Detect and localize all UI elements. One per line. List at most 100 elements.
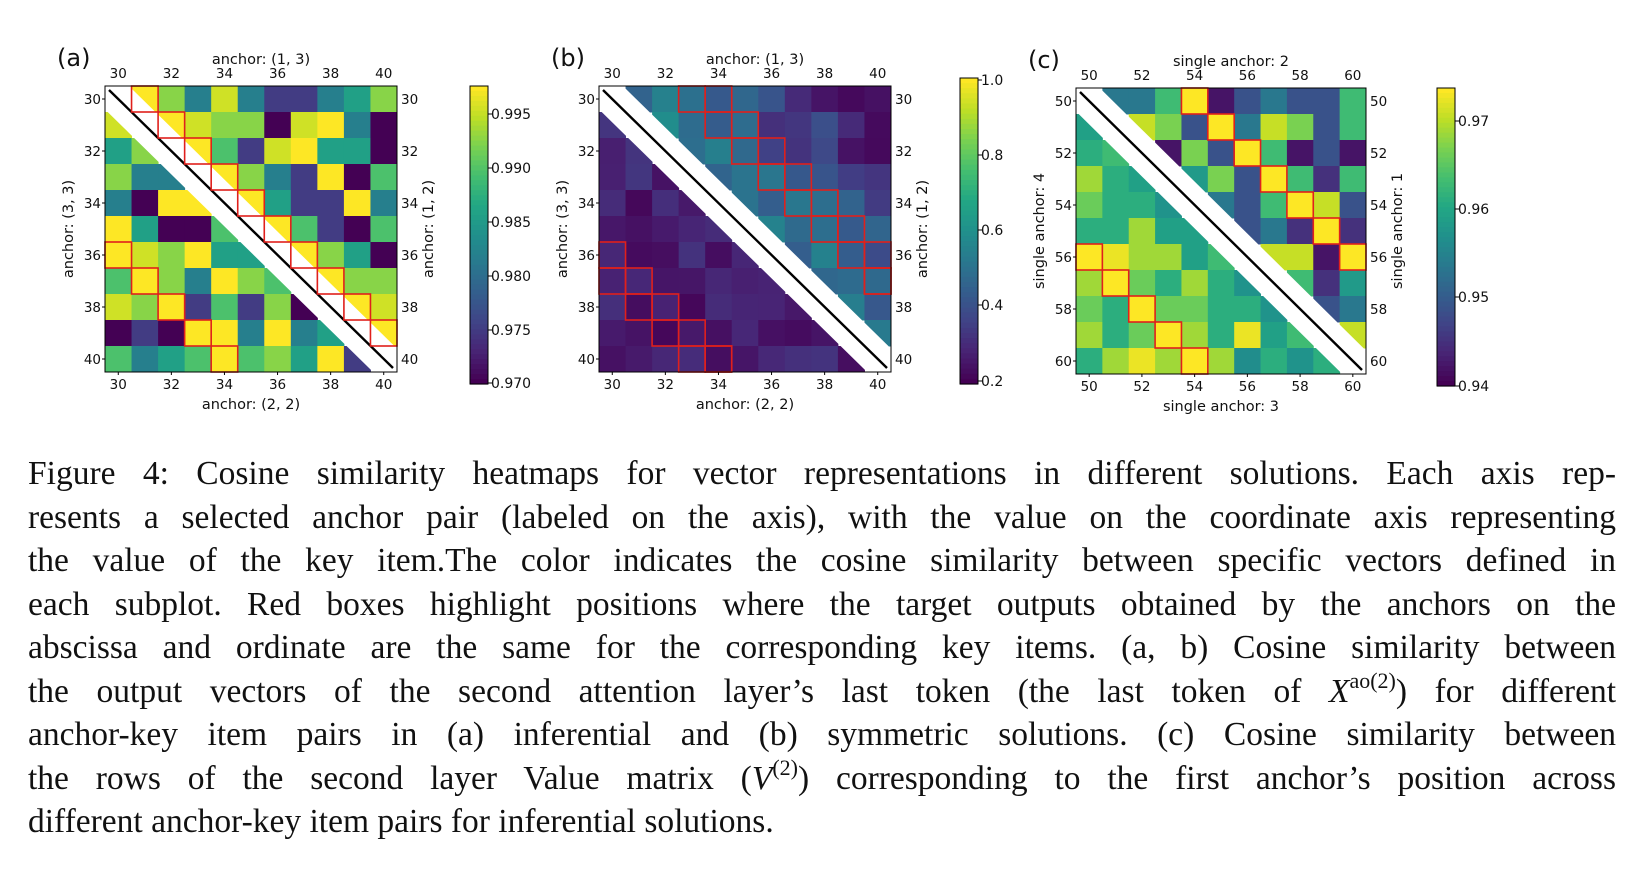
colorbar-segment: [1437, 256, 1455, 263]
heatmap-cell: [1128, 296, 1156, 323]
heatmap-cell: [1207, 166, 1235, 193]
heatmap-cell: [1181, 140, 1209, 167]
colorbar-segment: [470, 304, 488, 311]
caption-text-8b: ) corresponding to the first anchor’s po…: [797, 759, 1616, 797]
heatmap-cell: [864, 86, 892, 113]
colorbar-segment: [470, 110, 488, 117]
colorbar-segment: [960, 149, 978, 156]
colorbar-segment: [960, 205, 978, 212]
heatmap-cell: [105, 268, 133, 295]
heatmap-cell: [678, 294, 706, 321]
colorbar-segment: [470, 279, 488, 286]
heatmap-cell: [811, 346, 839, 373]
heatmap-cell: [1339, 244, 1367, 271]
highlight-boxes: [1075, 87, 1367, 375]
heatmap-cell: [864, 190, 892, 217]
heatmap-cell: [370, 294, 398, 321]
heatmap-cell: [784, 346, 812, 373]
colorbar-segment: [960, 256, 978, 263]
colorbar-segment: [1437, 162, 1455, 169]
colorbar-segment: [1437, 326, 1455, 332]
heatmap-cell: [105, 190, 133, 217]
colorbar-segment: [960, 292, 978, 298]
colorbar-segment: [960, 195, 978, 201]
colorbar-segment: [960, 123, 978, 130]
highlight-box: [130, 267, 159, 295]
tick-bottom: 34: [710, 377, 727, 393]
caption-math-v: V: [751, 759, 773, 797]
heatmap-cell: [811, 138, 839, 165]
tick-right: 34: [895, 196, 912, 212]
axis-label-bottom: anchor: (2, 2): [202, 397, 300, 413]
heatmap-cell: [599, 320, 627, 347]
caption-sup-ao2: ao(2): [1349, 667, 1396, 693]
heatmap-cell: [1286, 166, 1314, 193]
heatmap-cell: [237, 268, 265, 295]
heatmap-cell: [264, 320, 292, 347]
heatmap-cell: [1260, 322, 1288, 349]
colorbar-segment: [960, 225, 978, 232]
heatmap-cell: [105, 138, 133, 165]
tick-top: 52: [1133, 68, 1150, 84]
heatmap-cell: [184, 268, 212, 295]
colorbar-segment: [470, 125, 488, 132]
heatmap-cell: [290, 216, 318, 243]
tick-left: 30: [578, 92, 595, 108]
colorbar-tick-label: 0.8: [981, 148, 1003, 164]
heatmap-cell: [599, 190, 627, 217]
axis-label-left: single anchor: 4: [1032, 173, 1048, 289]
heatmap-cell: [1313, 114, 1341, 141]
tick-top: 54: [1186, 68, 1203, 84]
heatmap-cell: [317, 190, 345, 217]
heatmap-cell: [1234, 296, 1262, 323]
heatmap-cell: [131, 164, 159, 191]
heatmap-cell: [131, 294, 159, 321]
heatmap-cell: [264, 112, 292, 139]
colorbar-segment: [1437, 112, 1455, 119]
caption-line-5: abscissa and ordinate are the same for t…: [28, 629, 1616, 666]
heatmap-cell: [652, 346, 680, 373]
colorbar-segment: [960, 180, 978, 186]
heatmap-cell: [705, 138, 733, 165]
heatmap-cell: [370, 216, 398, 243]
colorbar-segment: [960, 185, 978, 191]
tick-top: 60: [1344, 68, 1361, 84]
heatmap-cell: [1207, 322, 1235, 349]
panel-a: 30 30 30 30 32 32 32 32 34 34 34 34 36 36 36 36 38 38 38 38…: [57, 44, 531, 413]
heatmap-cell: [837, 216, 865, 243]
axis-label-right: anchor: (1, 2): [915, 180, 931, 278]
colorbar-segment: [960, 338, 978, 344]
heatmap-cell: [784, 216, 812, 243]
heatmap-cell: [211, 242, 239, 269]
heatmap-cell: [1313, 166, 1341, 193]
colorbar-segment: [470, 269, 488, 276]
heatmap-cell: [264, 190, 292, 217]
axis-label-left: anchor: (3, 3): [61, 180, 77, 278]
colorbar-segment: [960, 343, 978, 349]
caption-text-1: Cosine similarity heatmaps for vector re…: [196, 455, 1616, 492]
colorbar-tick-label: 0.990: [491, 161, 531, 177]
heatmap-cell: [1339, 166, 1367, 193]
heatmap-cell: [811, 216, 839, 243]
heatmap-cell: [1155, 88, 1182, 115]
colorbar-segment: [1437, 152, 1455, 159]
heatmap-cell: [811, 190, 839, 217]
heatmap-cell: [1102, 244, 1130, 271]
colorbar-segment: [1437, 147, 1455, 154]
tick-top: 50: [1081, 68, 1098, 84]
heatmap-cell: [731, 164, 759, 191]
heatmap-cell: [184, 86, 212, 113]
heatmap-cell: [105, 216, 133, 243]
heatmap-cell: [1076, 244, 1103, 271]
colorbar-segment: [1437, 301, 1455, 308]
heatmap-cell: [678, 86, 706, 113]
tick-top: 40: [869, 66, 886, 82]
colorbar: 1.0 0.8 0.6 0.4 0.2: [959, 73, 1003, 390]
highlight-box: [1286, 191, 1315, 219]
colorbar: 0.97 0.96 0.95 0.94: [1436, 87, 1489, 395]
tick-left: 34: [84, 196, 101, 212]
colorbar-segment: [470, 210, 488, 216]
tick-top: 36: [763, 66, 780, 82]
heatmap-cell: [864, 216, 892, 243]
heatmap-cell: [837, 190, 865, 217]
